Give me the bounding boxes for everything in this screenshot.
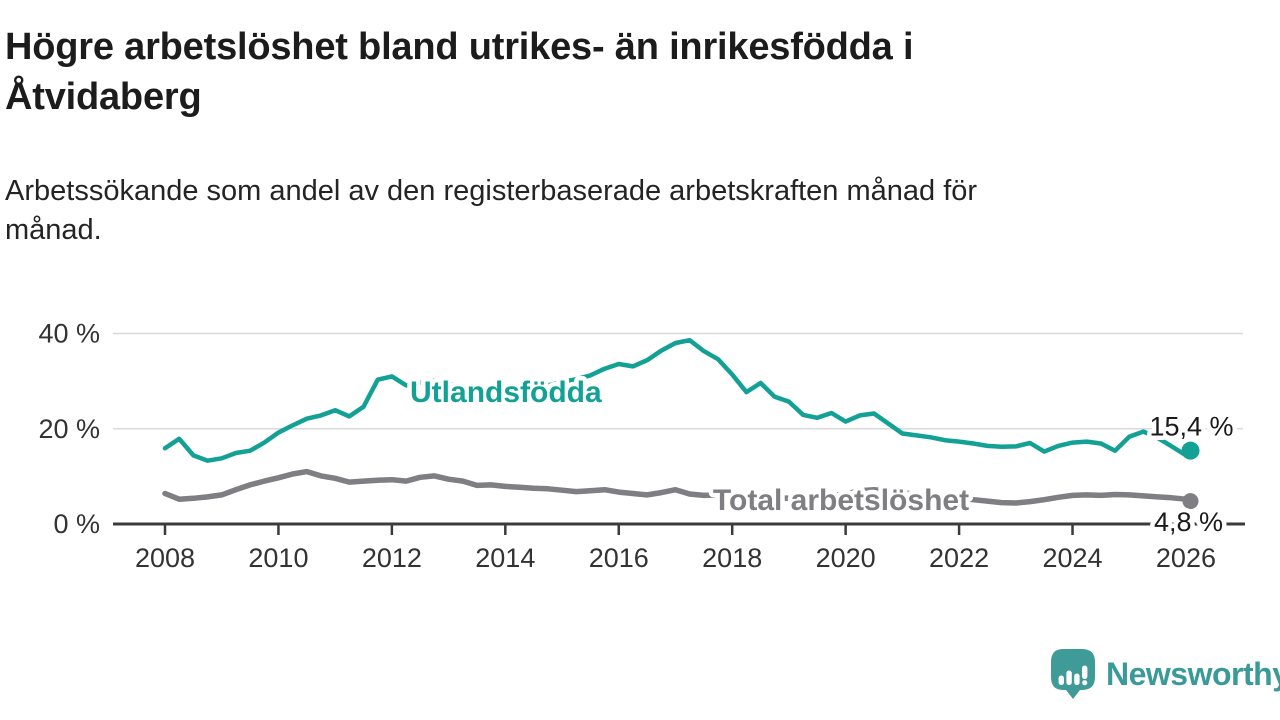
series-end-dot-total-arbetsloshet: [1182, 493, 1199, 510]
x-axis: [113, 522, 1245, 535]
chart-subtitle-line2: månad.: [5, 213, 102, 246]
newsworthy-logo: Newsworthy: [1050, 648, 1280, 700]
end-value-label-total-arbetsloshet: 4,8 %: [1154, 507, 1223, 537]
y-tick-label-40: 40 %: [38, 319, 100, 349]
series-label-utlandsfodda: Utlandsfödda: [410, 376, 602, 409]
chart-title: Högre arbetslöshet bland utrikes- än inr…: [5, 22, 1275, 122]
y-tick-label-0: 0 %: [53, 509, 100, 539]
x-tick-label-2008: 2008: [135, 543, 195, 573]
series-end-dot-utlandsfodda: [1181, 441, 1200, 460]
y-tick-label-20: 20 %: [38, 414, 100, 444]
x-tick-label-2012: 2012: [362, 543, 422, 573]
series-lines: [162, 337, 1200, 510]
chart-subtitle-line1: Arbetssökande som andel av den registerb…: [5, 175, 978, 208]
series-line-total-arbetsloshet: [162, 468, 1194, 506]
series-line-utlandsfodda: [162, 337, 1193, 463]
gridlines: [113, 332, 1243, 430]
chart-header: Högre arbetslöshet bland utrikes- än inr…: [5, 0, 1275, 249]
x-tick-label-2016: 2016: [589, 543, 649, 573]
x-tick-label-2014: 2014: [475, 543, 535, 573]
series-label-total-arbetsloshet: Total arbetslöshet: [713, 484, 969, 517]
chart-subtitle: Arbetssökande som andel av den registerb…: [5, 172, 1275, 249]
axis-tick-labels: 0 % 20 % 40 % 2008 2010 2012 2014 2016 2018 2020 2…: [38, 319, 1216, 574]
x-tick-label-2020: 2020: [816, 543, 876, 573]
x-tick-label-2010: 2010: [248, 543, 308, 573]
x-tick-label-2018: 2018: [702, 543, 762, 573]
x-tick-label-2024: 2024: [1042, 543, 1102, 573]
chart-title-line2: Åtvidaberg: [5, 76, 202, 119]
newsworthy-speech-bubble-icon: [1051, 649, 1095, 699]
end-value-label-utlandsfodda: 15,4 %: [1149, 412, 1233, 442]
chart-title-line1: Högre arbetslöshet bland utrikes- än inr…: [5, 26, 914, 68]
x-tick-label-2026: 2026: [1156, 543, 1216, 573]
newsworthy-wordmark: Newsworthy: [1106, 655, 1280, 692]
x-tick-label-2022: 2022: [929, 543, 989, 573]
